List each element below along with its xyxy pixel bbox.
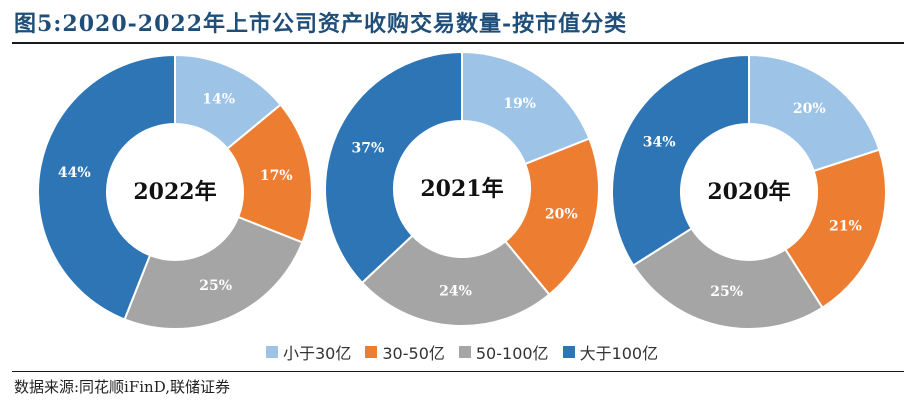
center-label-2: 2020年 <box>707 179 790 205</box>
slice-0-gt100 <box>37 53 176 321</box>
slice-label-2-30-50: 21% <box>829 219 862 235</box>
slice-label-0-lt30: 14% <box>202 91 235 107</box>
slice-label-1-gt100: 37% <box>352 140 385 156</box>
slice-label-2-lt30: 20% <box>793 101 826 117</box>
slice-label-1-lt30: 19% <box>503 96 536 112</box>
slice-label-0-30-50: 17% <box>260 168 293 184</box>
legend-item-lt30: 小于30亿 <box>266 340 351 364</box>
legend-label-gt100: 大于100亿 <box>579 344 659 363</box>
source-note: 数据来源:同花顺iFinD,联储证券 <box>14 378 230 396</box>
slice-1-50-100 <box>360 234 551 327</box>
slice-0-30-50 <box>225 103 313 244</box>
legend-swatch-30-50 <box>365 346 378 358</box>
legend-item-gt100: 大于100亿 <box>562 340 659 364</box>
slice-label-0-50-100: 25% <box>199 278 232 294</box>
chart-title: 图5:2020-2022年上市公司资产收购交易数量-按市值分类 <box>14 11 628 37</box>
center-label-0: 2022年 <box>133 179 216 205</box>
legend-item-50-100: 50-100亿 <box>458 340 549 364</box>
legend-item-30-50: 30-50亿 <box>365 340 445 364</box>
slice-label-0-gt100: 44% <box>58 165 91 181</box>
legend-label-30-50: 30-50亿 <box>382 344 445 363</box>
slice-1-30-50 <box>503 137 600 296</box>
legend: 小于30亿 30-50亿 50-100亿 大于100亿 <box>266 340 658 364</box>
slice-2-30-50 <box>784 148 887 310</box>
legend-label-lt30: 小于30亿 <box>283 344 352 363</box>
slice-2-lt30 <box>748 53 881 173</box>
legend-label-50-100: 50-100亿 <box>475 344 549 363</box>
slice-1-gt100 <box>324 50 463 285</box>
slice-0-50-100 <box>123 215 304 330</box>
slice-label-1-30-50: 20% <box>545 206 578 222</box>
donut-charts: 14% 17% 25% 44% 2022年 19% 20% 24% 37% 2021年 20% 21%… <box>37 50 887 330</box>
source-divider <box>12 371 904 372</box>
legend-swatch-gt100 <box>562 346 575 358</box>
slice-label-1-50-100: 24% <box>439 283 472 299</box>
slice-label-2-gt100: 34% <box>643 135 676 151</box>
slice-label-2-50-100: 25% <box>710 284 743 300</box>
slice-2-gt100 <box>611 53 750 267</box>
donut-0: 14% 17% 25% 44% 2022年 <box>37 53 313 330</box>
donut-1: 19% 20% 24% 37% 2021年 <box>324 50 600 327</box>
title-divider <box>12 42 904 44</box>
slice-2-50-100 <box>631 227 824 330</box>
legend-swatch-lt30 <box>266 346 278 358</box>
donut-2: 20% 21% 25% 34% 2020年 <box>611 53 887 330</box>
slice-1-lt30 <box>461 50 591 166</box>
center-label-1: 2021年 <box>420 176 503 202</box>
legend-swatch-50-100 <box>458 346 471 358</box>
